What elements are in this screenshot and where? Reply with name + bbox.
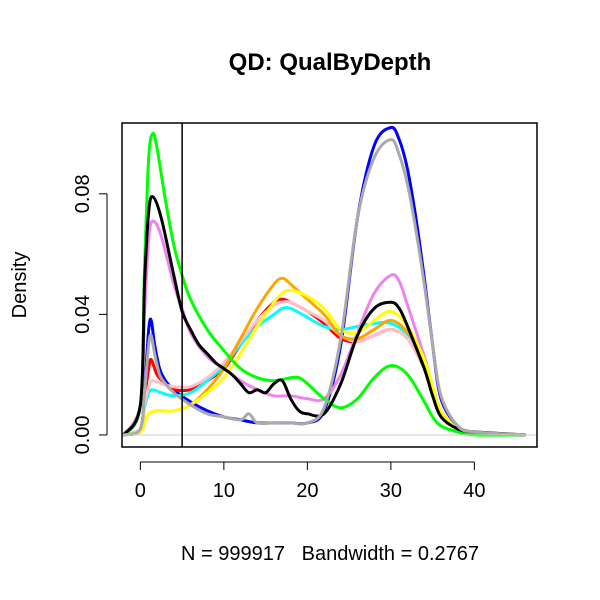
density-series-8 [122,195,526,437]
y-tick-label: 0.00 [72,415,94,454]
y-tick-label: 0.08 [72,174,94,213]
reference-lines [122,123,537,447]
density-series-7 [122,131,526,437]
x-axis-label: N = 999917 Bandwidth = 0.2767 [181,543,479,565]
density-series-2 [122,305,526,437]
x-tick-label: 10 [213,480,235,502]
x-tick-label: 30 [380,480,402,502]
density-series-6 [122,288,526,437]
density-series-9 [122,138,526,437]
plot-frame [121,122,538,448]
x-tick-label: 40 [463,480,485,502]
x-tick-label: 0 [135,480,146,502]
chart-title: QD: QualByDepth [229,49,432,76]
y-axis-label: Density [9,252,31,319]
y-tick-label: 0.04 [72,295,94,334]
y-axis: 0.00 0.04 0.08 [72,174,108,454]
x-tick-label: 20 [296,480,318,502]
x-axis: 0 10 20 30 40 [135,461,485,502]
series-layer [122,125,526,437]
